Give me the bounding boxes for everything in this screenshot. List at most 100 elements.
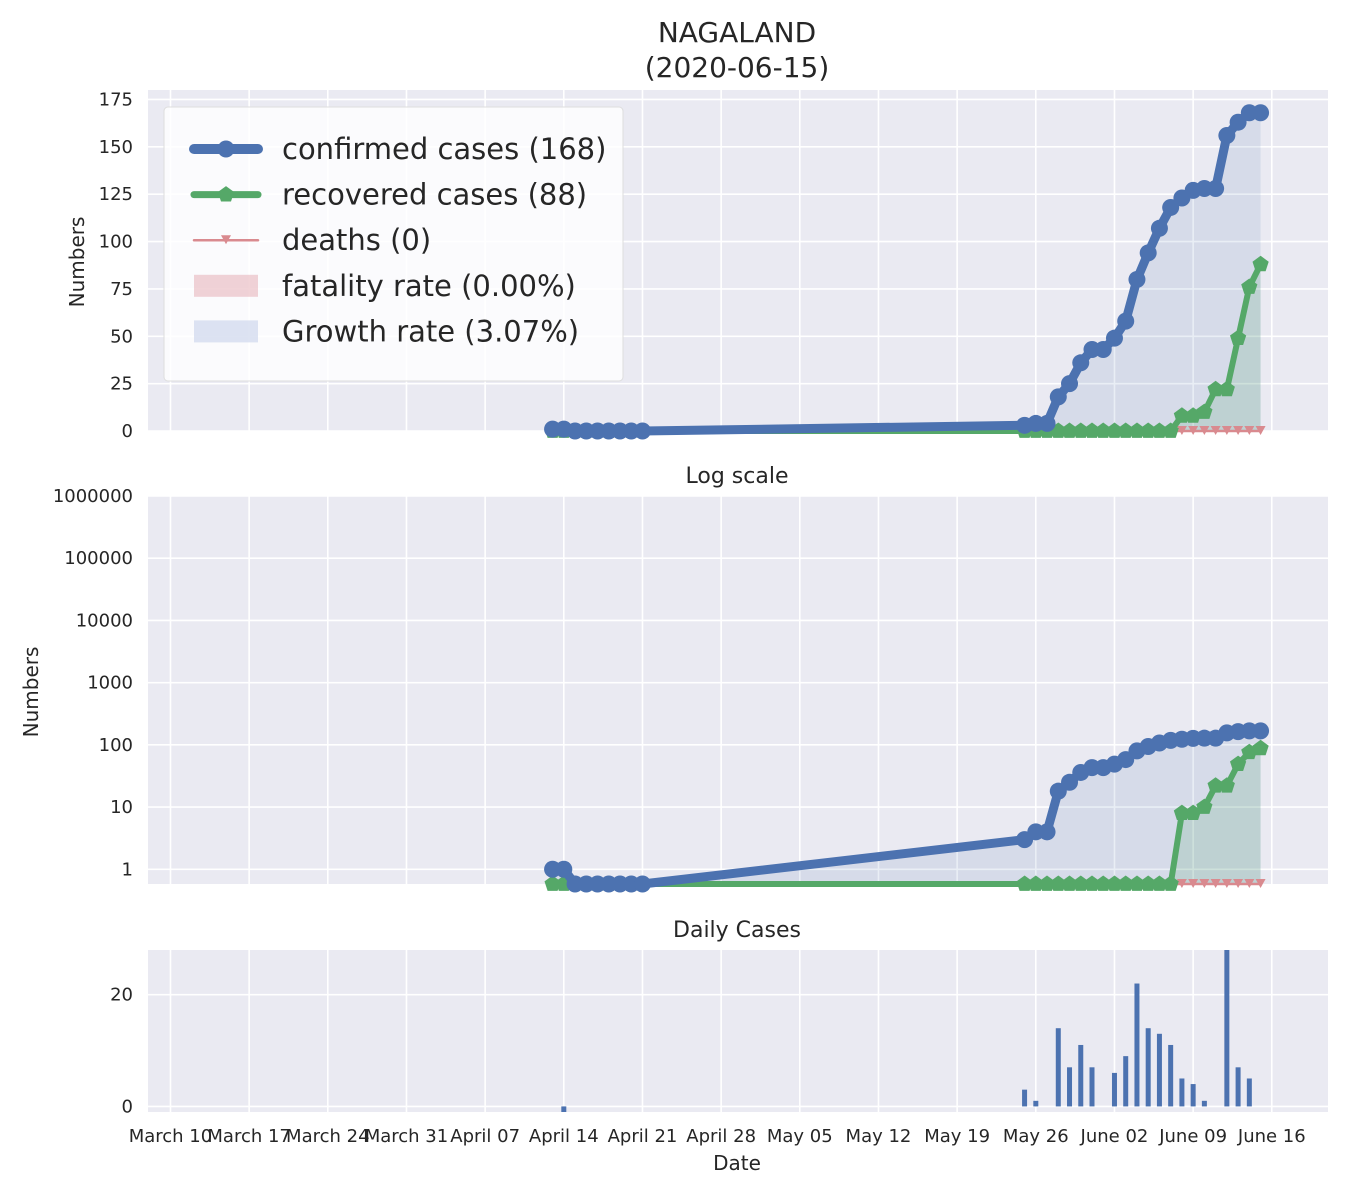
main-confirmed-point — [1218, 126, 1236, 144]
main-deaths-point — [1188, 426, 1199, 435]
log-recovered-point — [1016, 875, 1033, 891]
legend-label-recovered: recovered cases (88) — [282, 178, 587, 212]
x-tick-label: April 14 — [529, 1126, 599, 1147]
daily-ytick-label: 0 — [122, 1096, 133, 1117]
x-tick-label: April 21 — [608, 1126, 678, 1147]
daily-bar — [1055, 1028, 1061, 1107]
daily-panel: 0 20 — [110, 950, 1328, 1117]
log-recovered-point — [1083, 875, 1101, 891]
daily-bar — [1168, 1044, 1174, 1107]
log-recovered-point — [1207, 777, 1224, 793]
legend-marker-deaths — [221, 235, 231, 245]
log-deaths-point — [1210, 879, 1221, 888]
daily-bar — [1145, 1028, 1151, 1107]
x-tick-label: March 10 — [129, 1126, 213, 1147]
main-recovered-point — [1218, 380, 1235, 397]
x-tick-label: March 17 — [207, 1126, 291, 1147]
main-ytick-label: 150 — [99, 137, 133, 158]
daily-bar — [1033, 1100, 1039, 1107]
log-recovered-fill — [552, 748, 1261, 884]
x-tick-label: June 09 — [1158, 1126, 1227, 1147]
main-ytick-label: 100 — [99, 232, 133, 253]
main-recovered-point — [1095, 422, 1112, 438]
main-recovered-point — [1162, 422, 1179, 438]
log-ytick-label: 1000 — [87, 673, 133, 694]
log-confirmed-point — [633, 875, 651, 893]
log-recovered-point — [1140, 875, 1157, 891]
main-confirmed-point — [1061, 375, 1079, 393]
log-recovered-point — [1162, 875, 1179, 891]
daily-bar — [1134, 983, 1140, 1107]
main-recovered-point — [1072, 422, 1089, 438]
daily-bar — [1246, 1078, 1252, 1107]
legend-swatch-fatality — [194, 274, 258, 297]
x-tick-label: May 05 — [767, 1126, 833, 1147]
log-growth-fill — [552, 730, 1261, 884]
main-confirmed-point — [1139, 244, 1157, 262]
daily-background — [148, 950, 1328, 1112]
main-ytick-label: 175 — [99, 89, 133, 110]
main-recovered-point — [1140, 422, 1157, 438]
log-deaths-point — [1244, 879, 1255, 888]
daily-bar — [1235, 1067, 1241, 1107]
log-recovered-point — [1252, 739, 1269, 756]
main-deaths-point — [1199, 426, 1210, 435]
main-confirmed-point — [1038, 414, 1056, 432]
log-recovered-point — [1218, 777, 1235, 793]
log-recovered-point — [1027, 875, 1044, 891]
main-ytick-label: 0 — [122, 421, 133, 442]
main-confirmed-point — [1229, 113, 1247, 131]
main-ytick-label: 75 — [110, 279, 133, 300]
main-recovered-point — [1230, 329, 1247, 345]
legend-marker-recovered — [217, 186, 235, 202]
main-recovered-point — [1173, 407, 1190, 423]
legend: confirmed cases (168) recovered cases (88… — [163, 106, 624, 382]
figure-title-line1: NAGALAND — [658, 16, 816, 49]
log-ylabel: Numbers — [19, 647, 43, 738]
legend-label-growth: Growth rate (3.07%) — [282, 314, 579, 348]
log-recovered-point — [1095, 875, 1112, 891]
main-confirmed-point — [1072, 354, 1090, 372]
log-confirmed-point — [1252, 722, 1270, 740]
daily-bar — [1067, 1067, 1073, 1107]
daily-bar — [1224, 950, 1230, 1107]
main-confirmed-point — [1094, 341, 1112, 359]
log-ytick-label: 100000 — [64, 548, 133, 569]
main-deaths-point — [1255, 426, 1266, 435]
legend-swatch-growth — [194, 320, 258, 343]
log-recovered-point — [1196, 798, 1213, 814]
log-recovered-point — [1072, 875, 1089, 891]
log-confirmed-point — [1061, 773, 1079, 791]
log-recovered-point — [1039, 875, 1056, 891]
main-ylabel: Numbers — [65, 217, 89, 308]
log-deaths-point — [1221, 879, 1232, 888]
x-tick-label: May 26 — [1003, 1126, 1069, 1147]
x-tick-label: April 07 — [450, 1126, 520, 1147]
log-background — [148, 496, 1328, 884]
main-confirmed-point — [1162, 198, 1180, 216]
daily-bar — [561, 1106, 567, 1112]
main-recovered-point — [1196, 403, 1213, 419]
log-recovered-point — [1061, 875, 1078, 891]
daily-bar — [1190, 1084, 1196, 1107]
log-recovered-point — [1050, 875, 1067, 891]
main-recovered-point — [1241, 278, 1258, 294]
main-ytick-label: 25 — [110, 374, 133, 395]
main-recovered-point — [1207, 380, 1224, 397]
log-recovered-point — [1117, 875, 1134, 891]
log-ytick-label: 10000 — [76, 610, 133, 631]
legend-box — [163, 106, 624, 382]
daily-bar — [1123, 1056, 1129, 1107]
figure-title-line2: (2020-06-15) — [645, 51, 830, 84]
log-recovered-point — [1106, 875, 1123, 891]
main-deaths-point — [1221, 426, 1232, 435]
log-confirmed-point — [555, 860, 573, 878]
log-deaths-point — [1176, 879, 1187, 888]
daily-bar — [1111, 1072, 1117, 1107]
main-confirmed-point — [1105, 329, 1123, 347]
main-ytick-label: 50 — [110, 326, 133, 347]
log-recovered-point — [1173, 804, 1190, 820]
main-ytick-label: 125 — [99, 184, 133, 205]
main-recovered-point — [1061, 422, 1078, 438]
x-tick-label: March 24 — [286, 1126, 370, 1147]
